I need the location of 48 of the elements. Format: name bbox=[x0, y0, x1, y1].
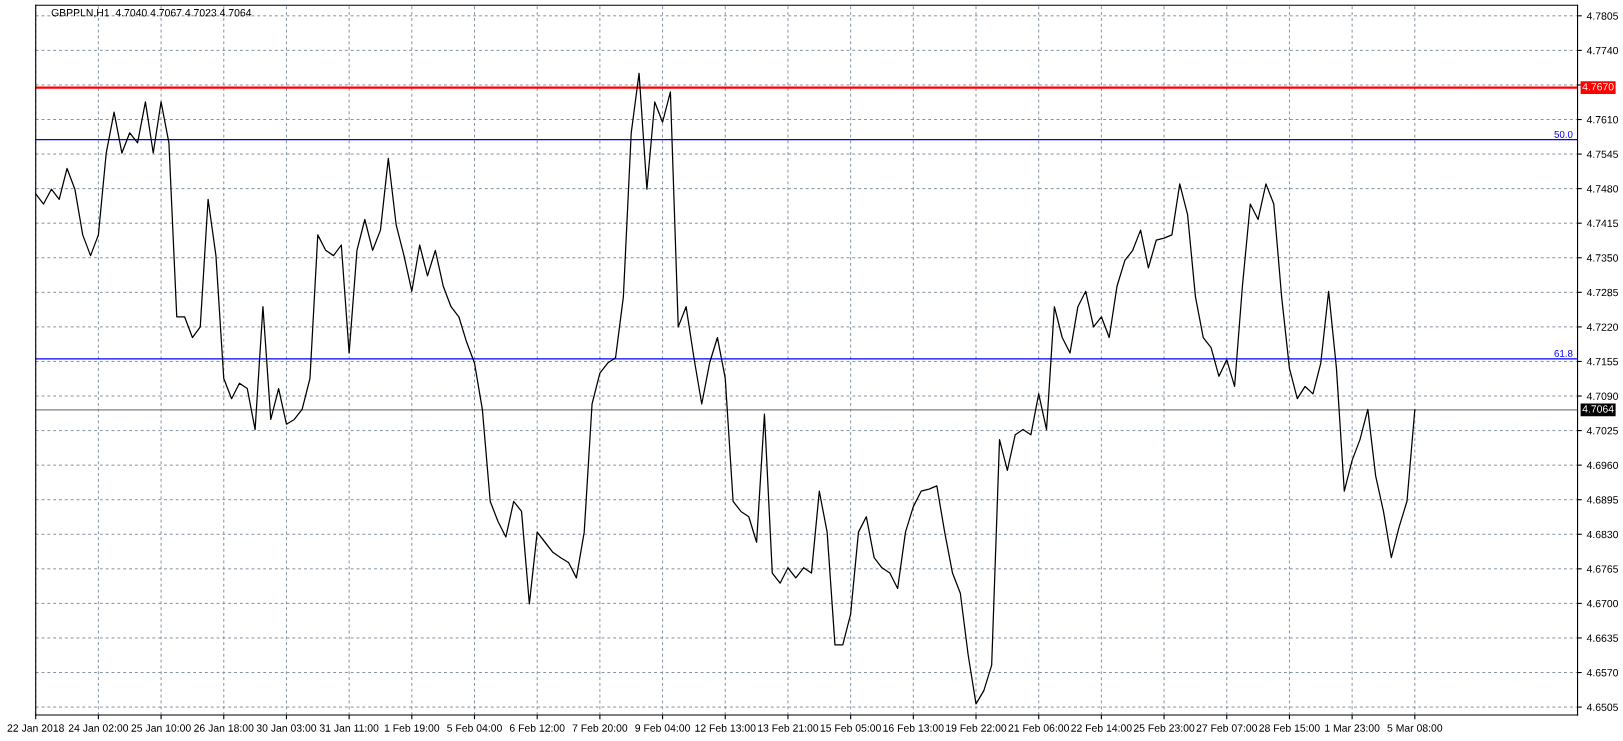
x-tick-label: 12 Feb 13:00 bbox=[695, 724, 756, 732]
text: 4.7740 bbox=[1586, 46, 1619, 55]
text: 4.7610 bbox=[1586, 116, 1619, 124]
x-tick-label: 25 Jan 10:00 bbox=[131, 724, 191, 732]
x-tick-label: 15 Feb 05:00 bbox=[820, 724, 881, 732]
x-tick-label: 19 Feb 22:00 bbox=[946, 724, 1007, 732]
text: 4.6960 bbox=[1586, 461, 1619, 470]
ref-line-label: 4.7064 bbox=[1582, 405, 1614, 413]
text: 4.7220 bbox=[1586, 323, 1619, 331]
x-tick-label: 31 Jan 11:00 bbox=[319, 724, 379, 732]
text: 4.6895 bbox=[1586, 496, 1619, 504]
text: 4.6570 bbox=[1586, 669, 1619, 677]
x-tick-label: 1 Feb 19:00 bbox=[384, 724, 440, 732]
x-tick-label: 6 Feb 12:00 bbox=[509, 724, 565, 732]
x-tick-label: 25 Feb 23:00 bbox=[1133, 724, 1195, 732]
x-tick-label: 5 Feb 04:00 bbox=[447, 724, 502, 732]
x-tick-label: 27 Feb 07:00 bbox=[1196, 724, 1258, 732]
annotation: 61.8 bbox=[1554, 349, 1573, 357]
text: 4.6830 bbox=[1586, 530, 1619, 539]
text: 4.7025 bbox=[1586, 427, 1619, 435]
ref-line-label: 4.7670 bbox=[1582, 83, 1614, 91]
x-tick-label: 22 Jan 2018 bbox=[7, 724, 64, 732]
text: 4.6765 bbox=[1586, 565, 1619, 573]
x-tick-label: 22 Feb 14:00 bbox=[1071, 724, 1132, 732]
x-tick-label: 1 Mar 23:00 bbox=[1325, 724, 1380, 732]
text: 4.6505 bbox=[1586, 703, 1619, 711]
text: 4.7545 bbox=[1586, 150, 1619, 158]
x-tick-label: 13 Feb 21:00 bbox=[758, 724, 819, 732]
annotation: 50.0 bbox=[1554, 130, 1573, 138]
text: 4.7805 bbox=[1586, 12, 1619, 20]
text: 4.7415 bbox=[1586, 219, 1619, 228]
x-tick-label: 5 Mar 08:00 bbox=[1387, 724, 1443, 732]
x-tick-label: 16 Feb 13:00 bbox=[883, 724, 944, 732]
x-tick-label: 21 Feb 06:00 bbox=[1008, 724, 1069, 732]
text: 4.6635 bbox=[1586, 634, 1619, 642]
x-tick-label: 7 Feb 20:00 bbox=[572, 724, 628, 732]
text: 4.6700 bbox=[1586, 599, 1619, 608]
text: 4.7350 bbox=[1586, 254, 1619, 262]
x-tick-label: 30 Jan 03:00 bbox=[256, 724, 317, 732]
x-tick-label: 28 Feb 15:00 bbox=[1259, 724, 1320, 732]
text: 4.7155 bbox=[1586, 358, 1619, 366]
x-tick-label: 9 Feb 04:00 bbox=[635, 724, 690, 732]
annotation: GBPPLN,H1 4.7040 4.7067 4.7023 4.7064 bbox=[51, 9, 252, 18]
x-tick-label: 26 Jan 18:00 bbox=[194, 724, 254, 732]
text: 4.7090 bbox=[1586, 392, 1619, 400]
text: 4.7480 bbox=[1586, 185, 1619, 193]
text: 4.7285 bbox=[1586, 288, 1619, 297]
x-tick-label: 24 Jan 02:00 bbox=[68, 724, 129, 732]
